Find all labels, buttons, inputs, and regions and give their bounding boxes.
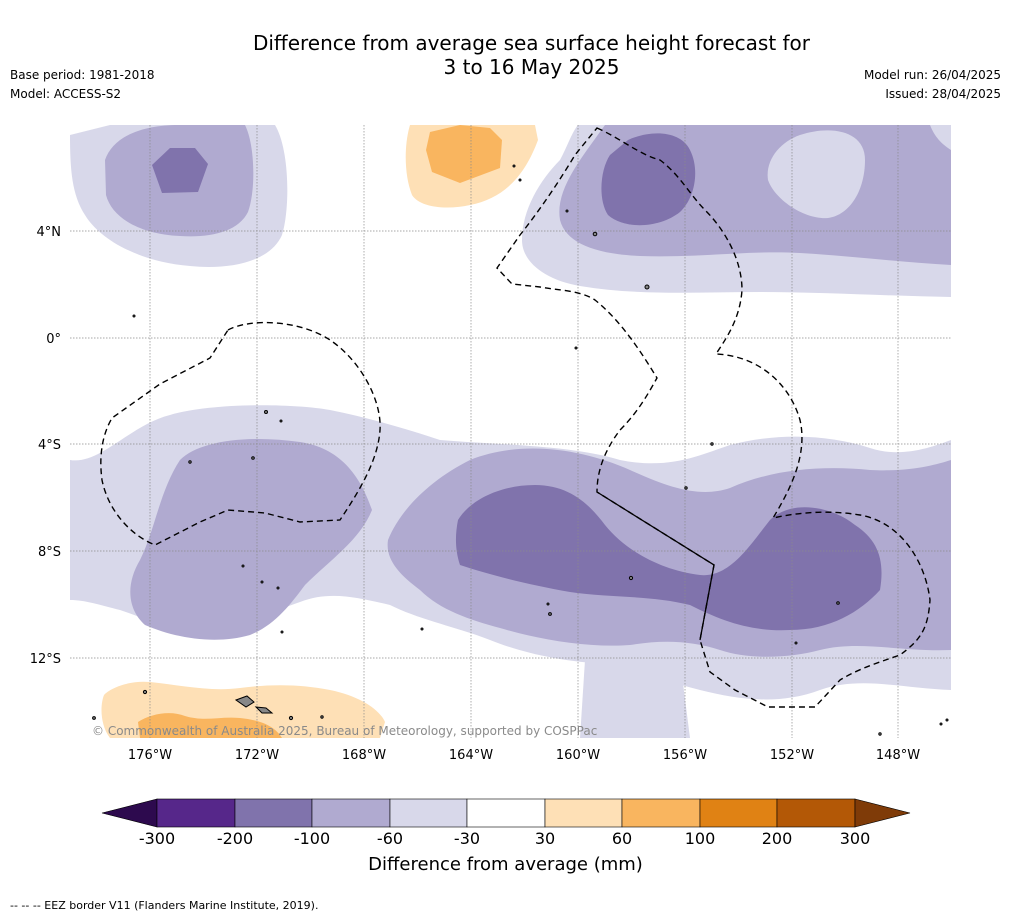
title-line-1: Difference from average sea surface heig…	[252, 31, 811, 55]
colorbar-low-extension	[101, 798, 158, 828]
colorbar-bin-7	[621, 798, 701, 828]
lat-label-12s: 12°S	[30, 652, 61, 667]
colorbar-tick: 60	[612, 829, 632, 848]
colorbar-tick: -200	[217, 829, 253, 848]
colorbar-bin-8	[699, 798, 778, 828]
colorbar	[101, 798, 911, 828]
islands	[92, 164, 949, 736]
samoa-island-2	[254, 706, 274, 714]
colorbar-tick: 200	[762, 829, 793, 848]
lat-label-4s: 4°S	[38, 438, 61, 453]
map-title: Difference from average sea surface heig…	[0, 31, 1011, 79]
issued-text: Issued: 28/04/2025	[885, 87, 1001, 101]
lon-label-156w: 156°W	[663, 748, 707, 763]
colorbar-bin-9	[776, 798, 856, 828]
colorbar-label: Difference from average (mm)	[368, 854, 643, 875]
colorbar-tick: 100	[685, 829, 716, 848]
colorbar-tick: -100	[294, 829, 330, 848]
model-run-text: Model run: 26/04/2025	[863, 68, 1001, 82]
meta-right: Model run: 26/04/2025 Issued: 28/04/2025	[864, 66, 1001, 104]
colorbar-bin-2	[234, 798, 313, 828]
boundary-solid-segment	[596, 491, 715, 641]
colorbar-bin-6	[544, 798, 623, 828]
latitude-labels: 4°N 0° 4°S 8°S 12°S	[30, 225, 61, 667]
lon-label-148w: 148°W	[876, 748, 920, 763]
colorbar-bin-4	[389, 798, 468, 828]
eez-footnote: -- -- -- EEZ border V11 (Flanders Marine…	[10, 899, 319, 912]
eez-border-west	[100, 321, 381, 546]
ne-negative-light-edge	[930, 125, 951, 150]
anomaly-field	[70, 125, 951, 738]
samoa-island-1	[234, 695, 255, 708]
south-negative-tongue	[580, 660, 690, 738]
lat-label-0: 0°	[46, 332, 61, 347]
nc-positive-mid	[426, 125, 502, 183]
colorbar-high-extension	[854, 798, 911, 828]
base-period-text: Base period: 1981-2018	[10, 68, 155, 82]
copyright-notice: © Commonwealth of Australia 2025, Bureau…	[92, 724, 598, 738]
colorbar-tick: 300	[840, 829, 871, 848]
colorbar-tick: -30	[454, 829, 480, 848]
model-text: Model: ACCESS-S2	[10, 87, 122, 101]
eez-border-centre	[496, 127, 931, 708]
colorbar-ticks: -300 -200 -100 -60 -30 30 60 100 200 300	[139, 829, 870, 848]
eez-borders	[100, 127, 931, 708]
graticule	[70, 125, 951, 738]
lon-label-152w: 152°W	[770, 748, 814, 763]
sw-negative-mid	[130, 439, 372, 640]
meta-left: Base period: 1981-2018 Model: ACCESS-S2	[10, 66, 155, 104]
ne-negative-strong	[601, 133, 696, 226]
nw-negative-strong	[152, 148, 208, 193]
lon-label-164w: 164°W	[449, 748, 493, 763]
s-negative-strong	[455, 485, 882, 631]
colorbar-bin-3	[311, 798, 391, 828]
colorbar-tick: -60	[377, 829, 403, 848]
longitude-labels: 176°W 172°W 168°W 164°W 160°W 156°W 152°…	[128, 748, 920, 763]
lon-label-160w: 160°W	[556, 748, 600, 763]
colorbar-tick: -300	[139, 829, 175, 848]
lat-label-4n: 4°N	[37, 225, 62, 240]
lon-label-172w: 172°W	[235, 748, 279, 763]
lon-label-176w: 176°W	[128, 748, 172, 763]
colorbar-bin-5	[466, 798, 546, 828]
lat-label-8s: 8°S	[38, 545, 61, 560]
title-line-2: 3 to 16 May 2025	[443, 55, 620, 79]
colorbar-bin-1	[156, 798, 236, 828]
colorbar-tick: 30	[535, 829, 555, 848]
s-positive-mid	[138, 713, 282, 738]
lon-label-168w: 168°W	[342, 748, 386, 763]
